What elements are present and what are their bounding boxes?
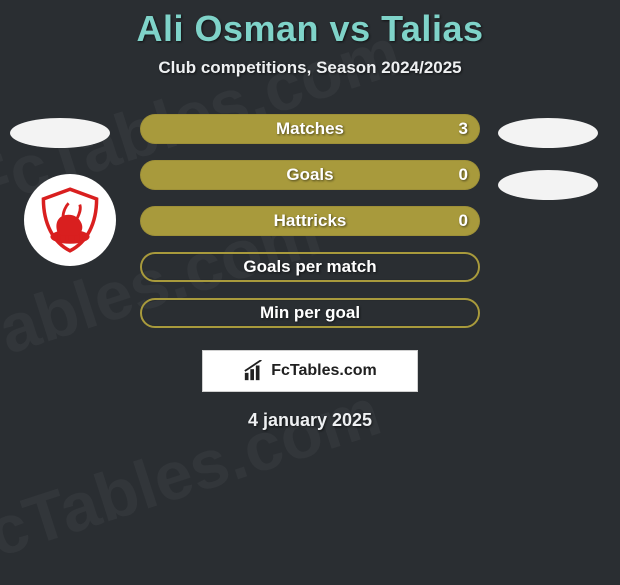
player-slot-left: [10, 118, 110, 148]
page-title: Ali Osman vs Talias: [0, 0, 620, 50]
stat-bar-label: Matches: [276, 119, 344, 139]
stat-bars: Matches 3 Goals 0 Hattricks 0 Goals per match M…: [140, 114, 480, 328]
stat-bar-label: Goals: [286, 165, 333, 185]
club-crest: [24, 174, 116, 266]
brand-chart-icon: [243, 360, 265, 382]
player-slot-right-1: [498, 118, 598, 148]
stat-bar-value-right: 3: [459, 119, 468, 139]
watermark: FcTables.com: [0, 373, 390, 585]
stat-bar: Goals per match: [140, 252, 480, 282]
stat-bar: Hattricks 0: [140, 206, 480, 236]
club-crest-icon: [35, 185, 105, 255]
date-label: 4 january 2025: [0, 410, 620, 431]
comparison-stage: Matches 3 Goals 0 Hattricks 0 Goals per match M…: [0, 114, 620, 328]
player-slot-right-2: [498, 170, 598, 200]
stat-bar-label: Hattricks: [274, 211, 347, 231]
stat-bar-label: Min per goal: [260, 303, 360, 323]
stat-bar-value-right: 0: [459, 211, 468, 231]
stat-bar: Min per goal: [140, 298, 480, 328]
stat-bar: Matches 3: [140, 114, 480, 144]
subtitle: Club competitions, Season 2024/2025: [0, 58, 620, 78]
brand-text: FcTables.com: [271, 362, 377, 380]
brand-box: FcTables.com: [202, 350, 418, 392]
stat-bar: Goals 0: [140, 160, 480, 190]
stat-bar-label: Goals per match: [243, 257, 376, 277]
stat-bar-value-right: 0: [459, 165, 468, 185]
